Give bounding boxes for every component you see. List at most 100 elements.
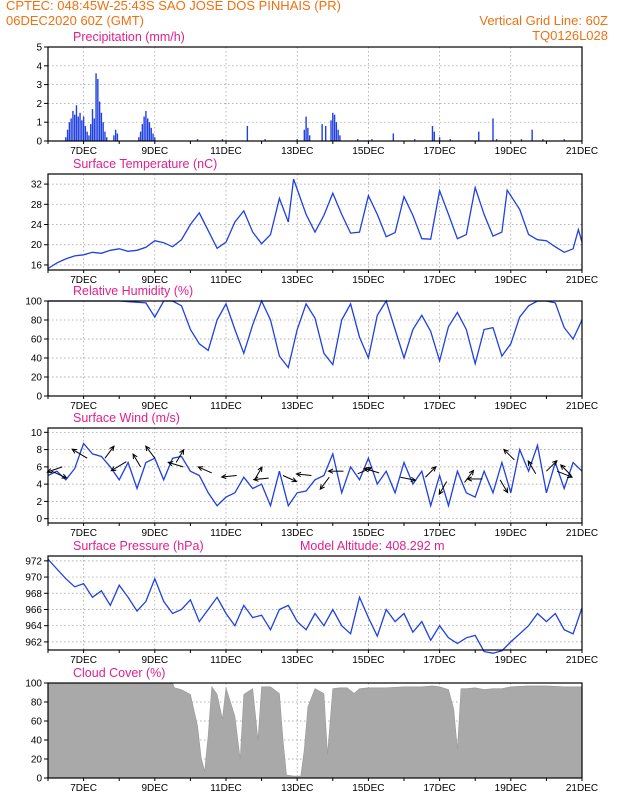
wind-arrow-head	[61, 473, 68, 479]
precip-bar	[68, 122, 71, 141]
panel-title-press: Surface Pressure (hPa)	[73, 539, 204, 553]
wind-arrow	[254, 466, 263, 481]
wind-arrow-head	[291, 477, 298, 483]
x-tick-label: 15DEC	[352, 146, 384, 157]
wind-arrow	[175, 449, 185, 463]
y-tick-label: 2	[36, 497, 42, 508]
y-tick-label: 6	[36, 462, 42, 473]
x-tick-label: 15DEC	[352, 655, 384, 666]
wind-arrow-head	[167, 461, 174, 467]
wind-arrow-head	[197, 466, 204, 472]
wind-arrow-head	[71, 448, 78, 454]
x-tick-label: 17DEC	[423, 275, 455, 286]
panel-frame	[47, 173, 583, 271]
precip-bar	[146, 118, 149, 141]
precip-bar	[563, 139, 565, 141]
x-tick-label: 9DEC	[141, 146, 168, 157]
wind-arrow-head	[466, 476, 473, 482]
precip-bar	[75, 105, 78, 141]
wind-arrow	[499, 479, 509, 493]
x-tick-label: 19DEC	[495, 783, 527, 794]
wind-arrow	[168, 461, 184, 468]
x-tick-label: 17DEC	[423, 783, 455, 794]
x-tick-label: 7DEC	[70, 783, 97, 794]
x-tick-label: 19DEC	[495, 275, 527, 286]
precip-bar	[90, 124, 92, 141]
wind-arrow	[363, 467, 380, 474]
wind-arrow-head	[145, 445, 151, 452]
header-station: CPTEC: 048:45W-25:43S SAO JOSE DOS PINHA…	[6, 0, 341, 13]
temp-line	[47, 178, 583, 270]
x-tick-label: 7DEC	[70, 401, 97, 412]
rh-line	[48, 299, 583, 369]
y-tick-label: 972	[25, 556, 42, 567]
y-tick-label: 964	[25, 621, 42, 632]
precip-bar	[449, 139, 451, 141]
x-tick-label: 13DEC	[281, 401, 313, 412]
precip-bar	[150, 127, 152, 141]
wind-arrow-head	[327, 468, 334, 474]
precip-bar	[95, 73, 97, 141]
precip-bar	[196, 139, 199, 141]
x-tick-label: 7DEC	[70, 146, 97, 157]
x-tick-label: 19DEC	[495, 146, 527, 157]
precip-bar	[77, 116, 79, 141]
model-altitude: Model Altitude: 408.292 m	[300, 539, 445, 553]
precip-bar	[66, 129, 69, 141]
x-tick-label: 7DEC	[70, 655, 97, 666]
wind-arrow-head	[552, 459, 558, 466]
x-tick-label: 13DEC	[281, 783, 313, 794]
y-tick-label: 40	[31, 354, 43, 365]
precip-bar	[145, 110, 147, 141]
panel-frame	[47, 682, 583, 779]
x-tick-label: 21DEC	[566, 275, 598, 286]
wind-arrow-head	[362, 467, 370, 473]
x-tick-label: 19DEC	[495, 401, 527, 412]
y-tick-label: 0	[36, 137, 42, 148]
wind-arrow	[464, 470, 474, 483]
precip-bar	[495, 139, 498, 141]
precip-bar	[114, 129, 117, 141]
y-tick-label: 0	[36, 392, 42, 403]
precip-bar	[72, 110, 74, 141]
y-tick-label: 100	[25, 679, 42, 690]
panel-frame	[47, 46, 583, 142]
x-tick-label: 13DEC	[281, 275, 313, 286]
precip-bar	[335, 122, 338, 141]
precip-bar	[221, 139, 224, 141]
wind-arrow	[47, 466, 63, 473]
x-tick-label: 17DEC	[423, 146, 455, 157]
wind-arrow-head	[132, 453, 138, 460]
wind-arrow	[425, 466, 437, 478]
wind-arrow	[438, 481, 448, 495]
precip-bar	[324, 125, 327, 141]
x-tick-label: 11DEC	[210, 275, 242, 286]
y-tick-label: 24	[31, 220, 43, 231]
precip-bar	[98, 101, 101, 141]
wind-arrow-head	[295, 471, 302, 478]
precip-bar	[337, 129, 339, 141]
press-line	[47, 558, 583, 654]
x-tick-label: 11DEC	[210, 401, 242, 412]
x-tick-label: 21DEC	[566, 655, 598, 666]
wind-arrow-head	[468, 469, 475, 476]
y-tick-label: 60	[31, 335, 43, 346]
wind-arrow-head	[319, 484, 325, 491]
panel-title-cloud: Cloud Cover (%)	[73, 666, 165, 680]
precip-bar	[339, 135, 341, 141]
wind-arrow	[503, 449, 515, 461]
x-tick-label: 7DEC	[70, 528, 97, 539]
x-tick-label: 21DEC	[566, 146, 598, 157]
precip-bar	[86, 131, 88, 141]
y-tick-label: 962	[25, 637, 42, 648]
y-tick-label: 20	[31, 755, 43, 766]
precip-bar	[88, 135, 90, 141]
wind-arrow-head	[430, 465, 437, 472]
precip-bar	[116, 133, 119, 141]
precip-bar	[79, 112, 81, 141]
x-tick-label: 11DEC	[210, 783, 242, 794]
y-tick-label: 4	[36, 61, 42, 72]
precip-bar	[102, 122, 104, 141]
header-grid-line: Vertical Grid Line: 60Z	[479, 13, 608, 28]
